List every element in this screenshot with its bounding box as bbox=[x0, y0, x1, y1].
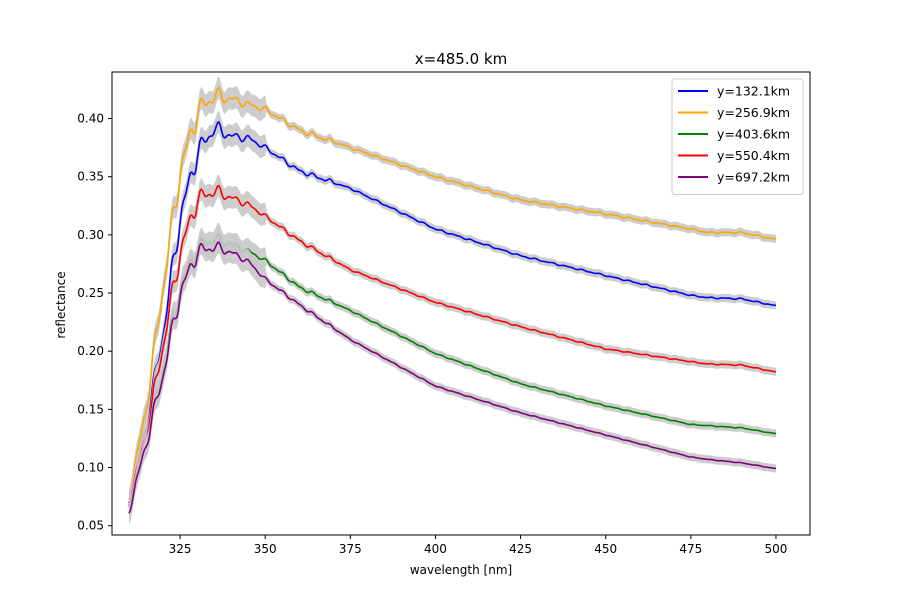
y-axis-label: reflectance bbox=[54, 271, 68, 338]
y-tick-label: 0.30 bbox=[77, 228, 104, 242]
series-uncertainty-band bbox=[129, 174, 776, 517]
x-axis-label: wavelength [nm] bbox=[410, 563, 512, 577]
y-tick-label: 0.05 bbox=[77, 519, 104, 533]
series-line bbox=[128, 121, 777, 504]
plot-frame bbox=[111, 71, 811, 536]
y-tick-label: 0.40 bbox=[77, 112, 104, 126]
y-axis: 0.05 0.10 0.15 0.20 0.25 0.30 0.35 0.40 bbox=[77, 112, 112, 533]
x-tick-label: 450 bbox=[594, 542, 617, 556]
y-tick-label: 0.10 bbox=[77, 461, 104, 475]
plot-area bbox=[128, 76, 777, 525]
y-tick-label: 0.20 bbox=[77, 344, 104, 358]
y-tick-label: 0.25 bbox=[77, 286, 104, 300]
series-line bbox=[128, 86, 777, 501]
x-tick-label: 500 bbox=[764, 542, 787, 556]
series-line bbox=[128, 184, 777, 506]
x-tick-label: 425 bbox=[509, 542, 532, 556]
legend: y=132.1km y=256.9km y=403.6km y=550.4km y=69… bbox=[671, 78, 804, 195]
legend-entry-label: y=132.1km bbox=[717, 84, 790, 99]
x-tick-label: 375 bbox=[339, 542, 362, 556]
series-line bbox=[128, 233, 777, 509]
x-axis: 325 350 375 400 425 450 475 500 bbox=[169, 535, 787, 556]
x-tick-label: 475 bbox=[679, 542, 702, 556]
x-tick-label: 400 bbox=[424, 542, 447, 556]
legend-entry-label: y=550.4km bbox=[717, 148, 790, 163]
legend-box bbox=[671, 78, 804, 195]
legend-entry-label: y=403.6km bbox=[717, 127, 790, 142]
y-tick-label: 0.15 bbox=[77, 402, 104, 416]
x-tick-label: 350 bbox=[254, 542, 277, 556]
legend-entry-label: y=256.9km bbox=[717, 105, 790, 120]
legend-entry-label: y=697.2km bbox=[717, 170, 790, 185]
x-tick-label: 325 bbox=[169, 542, 192, 556]
series-uncertainty-band bbox=[129, 231, 776, 525]
y-tick-label: 0.35 bbox=[77, 170, 104, 184]
series-line bbox=[128, 241, 777, 514]
chart-title: x=485.0 km bbox=[415, 50, 507, 68]
series-uncertainty-band bbox=[129, 222, 776, 519]
